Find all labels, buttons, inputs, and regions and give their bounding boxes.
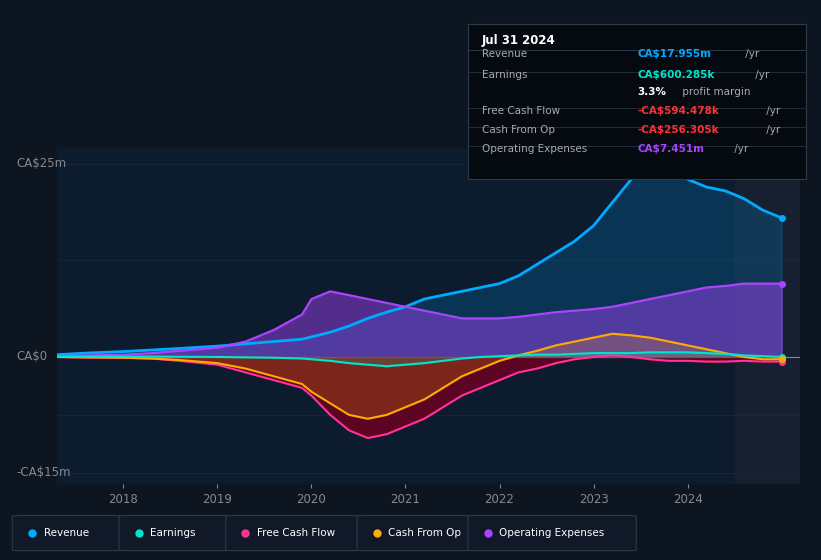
- Text: CA$600.285k: CA$600.285k: [637, 69, 714, 80]
- Text: -CA$256.305k: -CA$256.305k: [637, 125, 718, 135]
- Text: Operating Expenses: Operating Expenses: [481, 143, 587, 153]
- Text: Revenue: Revenue: [44, 528, 89, 538]
- Text: -CA$15m: -CA$15m: [16, 466, 71, 479]
- Text: Free Cash Flow: Free Cash Flow: [257, 528, 335, 538]
- Bar: [735, 148, 800, 484]
- Text: Earnings: Earnings: [150, 528, 195, 538]
- Text: /yr: /yr: [742, 49, 759, 59]
- Text: CA$7.451m: CA$7.451m: [637, 143, 704, 153]
- Text: Cash From Op: Cash From Op: [388, 528, 461, 538]
- Text: Free Cash Flow: Free Cash Flow: [481, 106, 560, 116]
- Text: CA$0: CA$0: [16, 351, 48, 363]
- Text: CA$17.955m: CA$17.955m: [637, 49, 711, 59]
- Text: Operating Expenses: Operating Expenses: [499, 528, 604, 538]
- Text: -CA$594.478k: -CA$594.478k: [637, 106, 719, 116]
- Text: Earnings: Earnings: [481, 69, 527, 80]
- Text: /yr: /yr: [763, 125, 780, 135]
- Text: profit margin: profit margin: [679, 87, 750, 97]
- Text: /yr: /yr: [752, 69, 770, 80]
- FancyBboxPatch shape: [119, 516, 230, 550]
- FancyBboxPatch shape: [357, 516, 472, 550]
- FancyBboxPatch shape: [226, 516, 361, 550]
- Text: Jul 31 2024: Jul 31 2024: [481, 34, 555, 46]
- Text: Revenue: Revenue: [481, 49, 526, 59]
- Text: 3.3%: 3.3%: [637, 87, 666, 97]
- Text: Cash From Op: Cash From Op: [481, 125, 554, 135]
- FancyBboxPatch shape: [12, 516, 123, 550]
- Text: /yr: /yr: [763, 106, 780, 116]
- FancyBboxPatch shape: [468, 516, 636, 550]
- Text: CA$25m: CA$25m: [16, 157, 67, 170]
- Text: /yr: /yr: [732, 143, 749, 153]
